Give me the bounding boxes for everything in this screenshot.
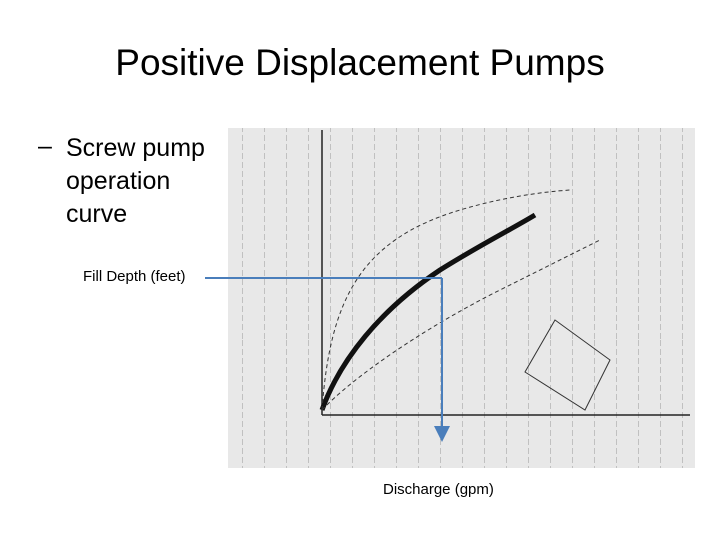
scan-curve [319, 212, 537, 411]
bullet-line: Screw pump [66, 134, 205, 162]
slide-title: Positive Displacement Pumps [115, 42, 605, 83]
scan-box [524, 319, 611, 411]
x-label: Discharge (gpm) [383, 481, 494, 498]
scan-curve [321, 239, 601, 411]
y-label: Fill Depth (feet) [83, 268, 186, 285]
scan-grid [240, 128, 695, 468]
bullet-marker: – [38, 132, 52, 160]
bullet-line: curve [66, 200, 128, 228]
bullet-line: operation [66, 167, 171, 195]
